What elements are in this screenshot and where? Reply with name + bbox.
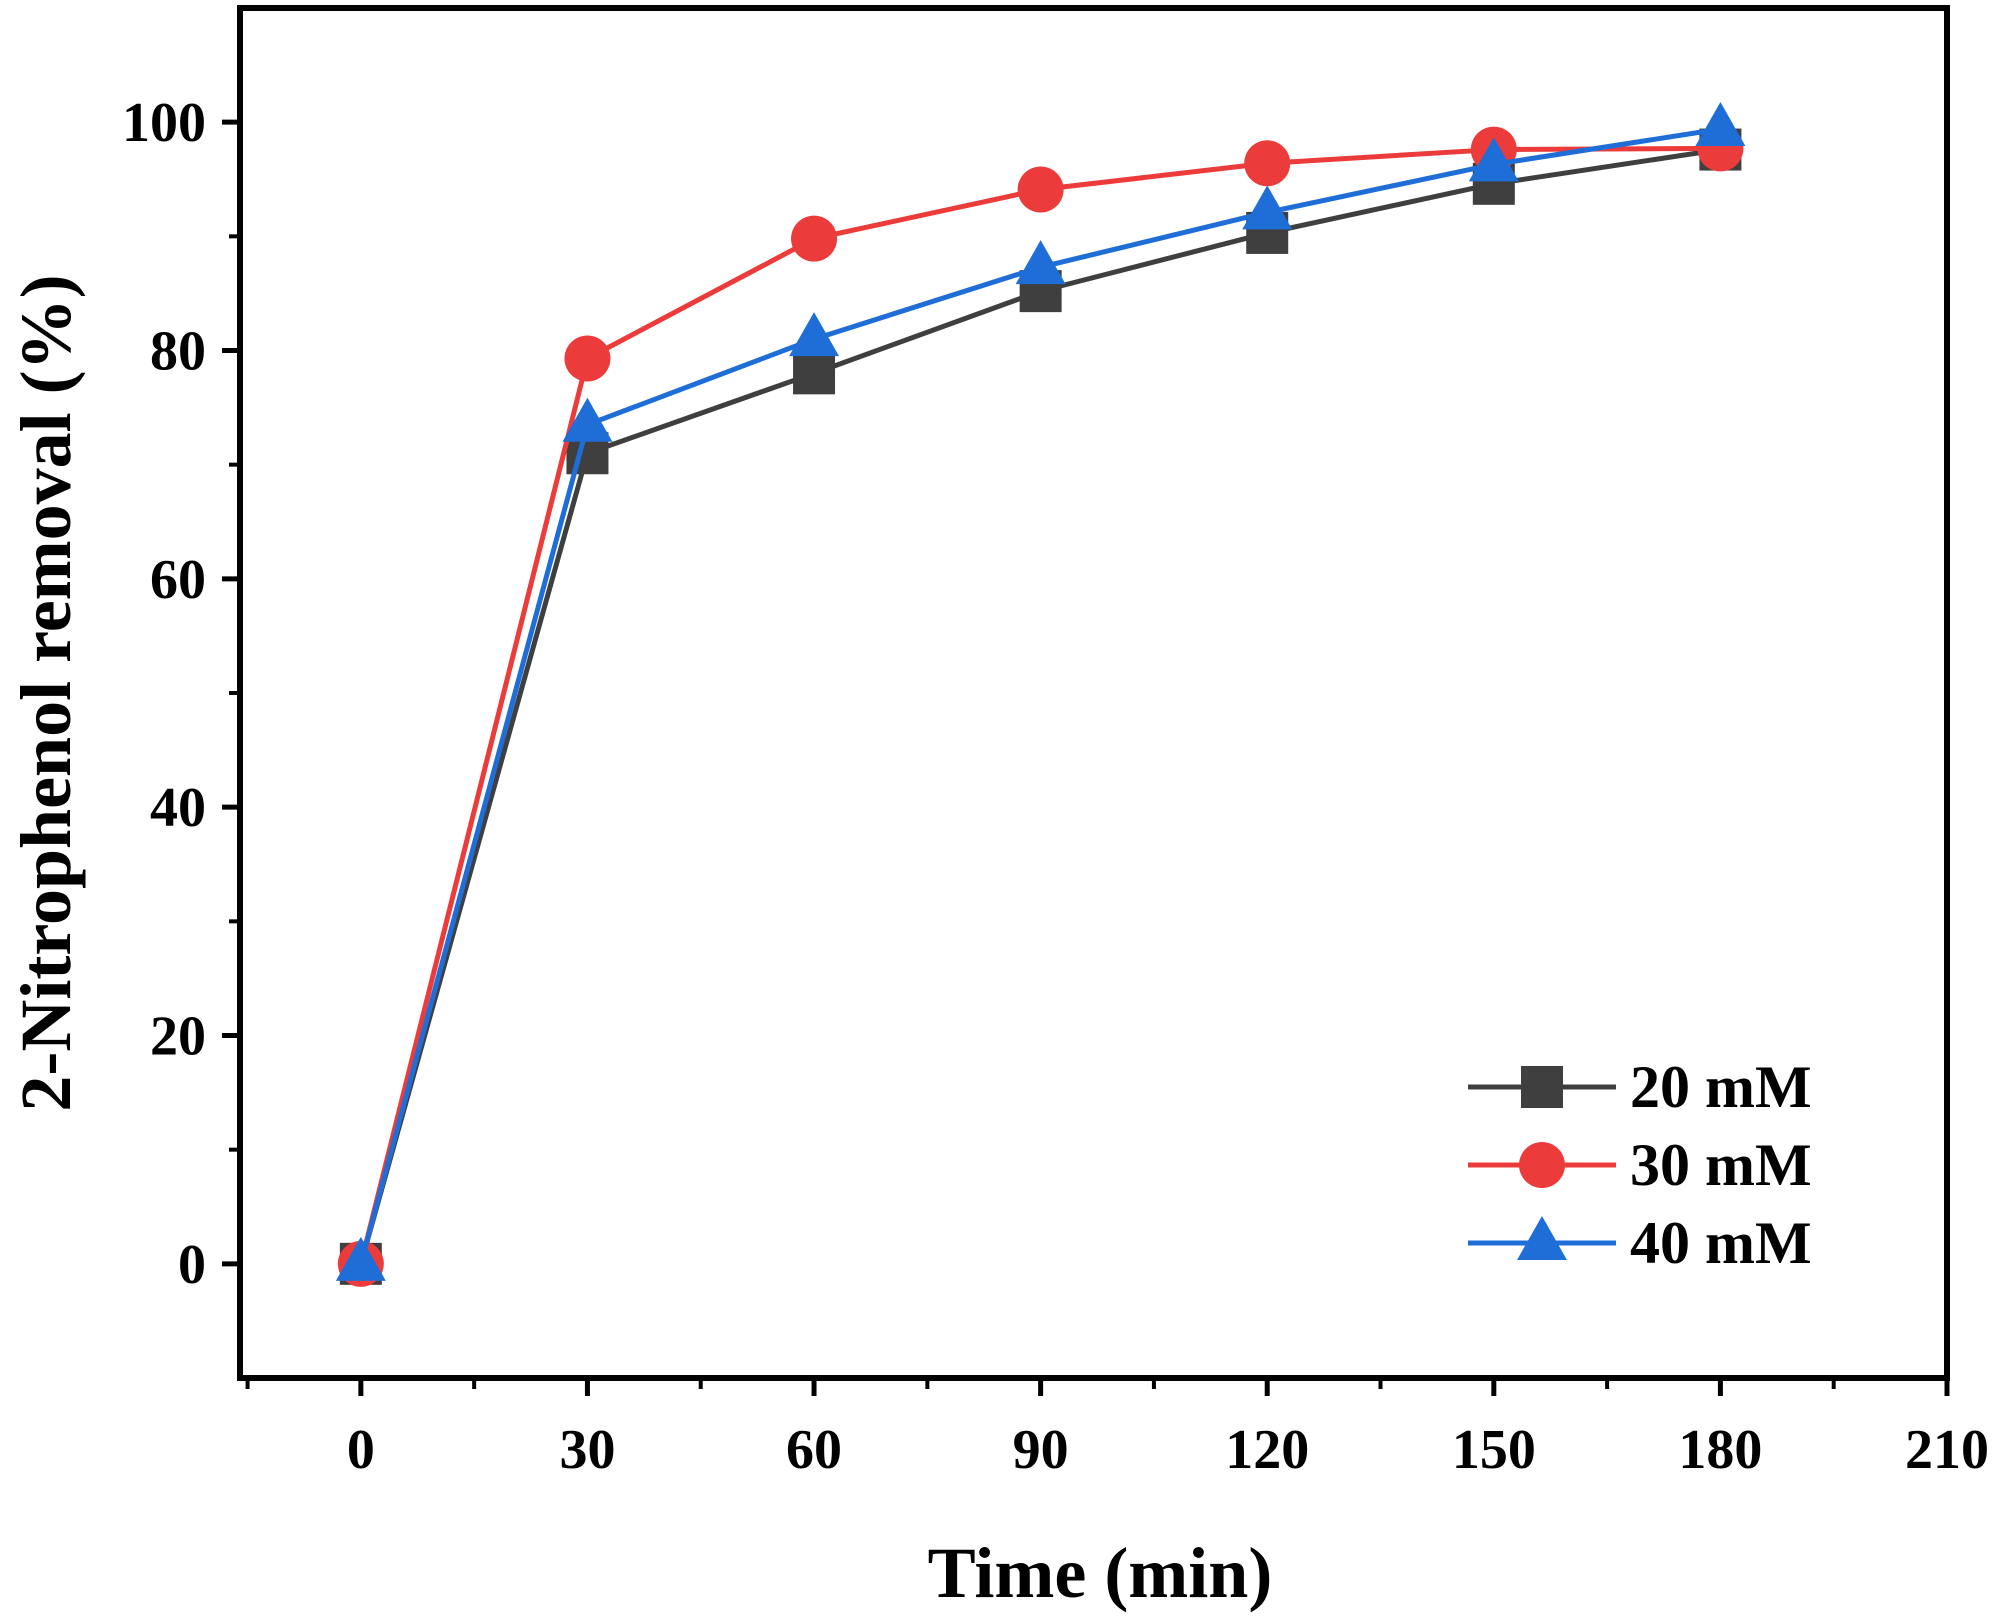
data-point	[1015, 240, 1066, 285]
legend-label: 40 mM	[1630, 1210, 1812, 1276]
series-20-mM	[339, 128, 1742, 1285]
data-point	[1017, 166, 1064, 213]
data-point	[1244, 140, 1291, 187]
y-tick-label: 80	[150, 321, 206, 383]
x-tick-label: 180	[1678, 1419, 1762, 1481]
legend-item: 20 mM	[1468, 1054, 1812, 1120]
legend-marker	[1519, 1142, 1565, 1188]
y-axis-title: 2-Nitrophenol removal (%)	[6, 274, 86, 1111]
series-line	[358, 147, 1721, 1265]
data-point	[335, 1236, 386, 1281]
x-tick-label: 0	[347, 1419, 375, 1481]
x-tick-label: 30	[559, 1419, 615, 1481]
legend-label: 30 mM	[1630, 1132, 1812, 1198]
x-axis-title: Time (min)	[928, 1533, 1273, 1613]
legend-marker	[1517, 1216, 1567, 1260]
data-point	[1695, 102, 1746, 147]
legend-item: 30 mM	[1468, 1132, 1812, 1198]
data-point	[793, 352, 836, 395]
data-point	[789, 312, 840, 357]
y-tick-label: 0	[178, 1234, 206, 1296]
data-point	[791, 215, 838, 262]
data-point	[1242, 185, 1293, 230]
x-tick-label: 60	[786, 1419, 842, 1481]
y-tick-label: 100	[122, 92, 206, 154]
x-tick-label: 210	[1905, 1419, 1989, 1481]
series-40-mM	[335, 102, 1746, 1281]
legend-marker	[1521, 1066, 1563, 1108]
x-tick-label: 150	[1452, 1419, 1536, 1481]
x-tick-label: 90	[1013, 1419, 1069, 1481]
legend-label: 20 mM	[1630, 1054, 1812, 1120]
series-line	[358, 145, 1721, 1265]
x-tick-label: 120	[1225, 1419, 1309, 1481]
y-tick-label: 20	[150, 1006, 206, 1068]
data-point	[1468, 137, 1519, 182]
legend-item: 40 mM	[1468, 1210, 1812, 1276]
y-tick-label: 40	[150, 777, 206, 839]
y-tick-label: 60	[150, 549, 206, 611]
data-point	[562, 397, 613, 442]
data-point	[564, 335, 611, 382]
